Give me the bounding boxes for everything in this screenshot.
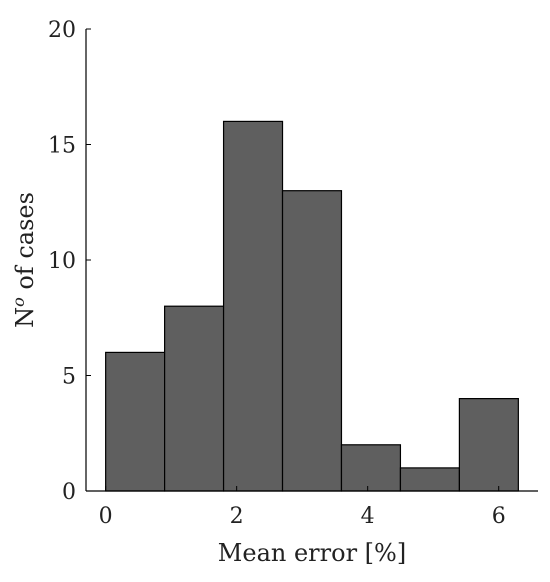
y-axis-label-rest: of cases: [11, 192, 39, 297]
histogram-bar-2: [164, 305, 225, 492]
histogram-bar-3: [222, 120, 284, 492]
y-tick-label: 0: [62, 480, 76, 505]
y-axis-label-superscript: o: [9, 297, 28, 307]
y-axis-label-n: N: [11, 307, 39, 328]
histogram-bar-5: [340, 444, 402, 492]
histogram-bar-7: [458, 398, 519, 492]
y-tick-label: 5: [62, 365, 76, 390]
y-ticks-group: 0 5 10 15 20: [48, 18, 91, 505]
histogram-bar-6: [399, 467, 460, 492]
y-tick-label: 10: [48, 249, 76, 274]
bars-group: [105, 120, 519, 492]
histogram-bar-1: [105, 351, 166, 492]
x-tick-label: 6: [492, 504, 506, 529]
x-tick-label: 4: [361, 504, 375, 529]
y-tick-label: 15: [48, 134, 76, 159]
x-axis-label: Mean error [%]: [218, 539, 406, 567]
y-axis-label: No of cases: [9, 192, 39, 328]
y-tick-label: 20: [48, 18, 76, 43]
x-ticks-group: 0 2 4 6: [99, 486, 506, 529]
x-tick-label: 0: [99, 504, 113, 529]
x-tick-label: 2: [230, 504, 244, 529]
histogram-bar-4: [281, 190, 343, 492]
